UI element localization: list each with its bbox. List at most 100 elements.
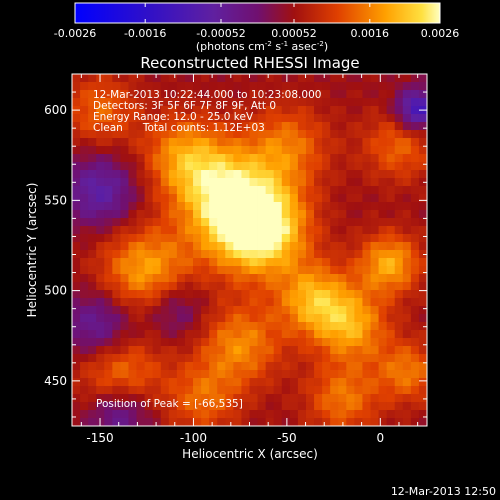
heatmap-cell bbox=[96, 250, 105, 259]
heatmap-cell bbox=[297, 258, 307, 267]
heatmap-cell bbox=[281, 210, 291, 219]
heatmap-cell bbox=[330, 106, 339, 115]
heatmap-cell bbox=[386, 402, 396, 411]
heatmap-cell bbox=[104, 186, 113, 195]
heatmap-cell bbox=[176, 282, 186, 291]
heatmap-cell bbox=[72, 402, 81, 411]
heatmap-cell bbox=[168, 370, 178, 379]
heatmap-cell bbox=[402, 146, 412, 155]
heatmap-cell bbox=[362, 114, 371, 123]
heatmap-cell bbox=[378, 74, 388, 83]
heatmap-cell bbox=[72, 418, 81, 427]
heatmap-cell bbox=[96, 226, 105, 235]
heatmap-cell bbox=[257, 410, 267, 419]
heatmap-cell bbox=[346, 162, 355, 171]
heatmap-cell bbox=[410, 210, 420, 219]
heatmap-cell bbox=[96, 354, 105, 363]
heatmap-cell bbox=[176, 210, 186, 219]
heatmap-cell bbox=[88, 338, 97, 347]
heatmap-cell bbox=[330, 90, 339, 99]
heatmap-cell bbox=[322, 250, 331, 259]
heatmap-cell bbox=[362, 170, 371, 179]
heatmap-cell bbox=[144, 170, 154, 179]
heatmap-cell bbox=[225, 154, 234, 163]
heatmap-cell bbox=[273, 394, 283, 403]
heatmap-cell bbox=[152, 258, 162, 267]
heatmap-cell bbox=[386, 194, 396, 203]
heatmap-cell bbox=[112, 274, 121, 283]
heatmap-cell bbox=[96, 154, 105, 163]
heatmap-cell bbox=[297, 322, 307, 331]
heatmap-cell bbox=[297, 242, 307, 251]
heatmap-cell bbox=[386, 186, 396, 195]
heatmap-cell bbox=[265, 378, 275, 387]
heatmap-cell bbox=[314, 130, 323, 139]
heatmap-cell bbox=[217, 122, 226, 131]
heatmap-cell bbox=[273, 306, 283, 315]
heatmap-cell bbox=[281, 74, 291, 83]
heatmap-cell bbox=[338, 170, 347, 179]
heatmap-cell bbox=[289, 178, 299, 187]
heatmap-cell bbox=[120, 162, 129, 171]
heatmap-cell bbox=[346, 130, 355, 139]
heatmap-cell bbox=[88, 186, 97, 195]
heatmap-cell bbox=[160, 266, 170, 275]
colorbar-tick-label: 0.0016 bbox=[351, 27, 390, 40]
heatmap-cell bbox=[176, 90, 186, 99]
heatmap-cell bbox=[394, 138, 404, 147]
heatmap-cell bbox=[378, 290, 388, 299]
heatmap-cell bbox=[314, 90, 323, 99]
heatmap-cell bbox=[168, 234, 178, 243]
heatmap-cell bbox=[265, 242, 275, 251]
heatmap-cell bbox=[168, 170, 178, 179]
heatmap-cell bbox=[152, 130, 162, 139]
heatmap-cell bbox=[354, 130, 363, 139]
heatmap-cell bbox=[305, 106, 315, 115]
heatmap-cell bbox=[281, 250, 291, 259]
heatmap-cell bbox=[201, 130, 210, 139]
y-axis-label: Heliocentric Y (arcsec) bbox=[25, 183, 39, 318]
heatmap-cell bbox=[120, 210, 129, 219]
heatmap-cell bbox=[193, 330, 202, 339]
heatmap-cell bbox=[184, 242, 194, 251]
heatmap-cell bbox=[281, 130, 291, 139]
heatmap-cell bbox=[354, 90, 363, 99]
heatmap-cell bbox=[136, 130, 146, 139]
heatmap-cell bbox=[338, 130, 347, 139]
heatmap-cell bbox=[168, 362, 178, 371]
heatmap-cell bbox=[305, 386, 315, 395]
heatmap-cell bbox=[265, 106, 275, 115]
heatmap-cell bbox=[176, 378, 186, 387]
heatmap-cell bbox=[394, 218, 404, 227]
heatmap-cell bbox=[249, 82, 258, 91]
heatmap-cell bbox=[80, 370, 89, 379]
heatmap-cell bbox=[289, 98, 299, 107]
heatmap-cell bbox=[176, 242, 186, 251]
heatmap-cell bbox=[136, 90, 146, 99]
heatmap-cell bbox=[410, 402, 420, 411]
heatmap-cell bbox=[338, 242, 347, 251]
x-tick-label: -150 bbox=[86, 431, 113, 445]
heatmap-cell bbox=[112, 154, 121, 163]
heatmap-cell bbox=[410, 410, 420, 419]
heatmap-cell bbox=[104, 338, 113, 347]
heatmap-cell bbox=[104, 378, 113, 387]
heatmap-cell bbox=[370, 410, 379, 419]
heatmap-cell bbox=[225, 202, 234, 211]
heatmap-cell bbox=[346, 210, 355, 219]
heatmap-cell bbox=[217, 138, 226, 147]
heatmap-cell bbox=[378, 194, 388, 203]
heatmap-cell bbox=[305, 146, 315, 155]
heatmap-cell bbox=[394, 346, 404, 355]
heatmap-cell bbox=[265, 386, 275, 395]
heatmap-cell bbox=[201, 82, 210, 91]
heatmap-cell bbox=[346, 106, 355, 115]
heatmap-cell bbox=[209, 314, 218, 323]
heatmap-cell bbox=[168, 194, 178, 203]
heatmap-cell bbox=[322, 362, 331, 371]
heatmap-cell bbox=[168, 130, 178, 139]
heatmap-cell bbox=[120, 290, 129, 299]
heatmap-cell bbox=[378, 354, 388, 363]
heatmap-cell bbox=[72, 114, 81, 123]
